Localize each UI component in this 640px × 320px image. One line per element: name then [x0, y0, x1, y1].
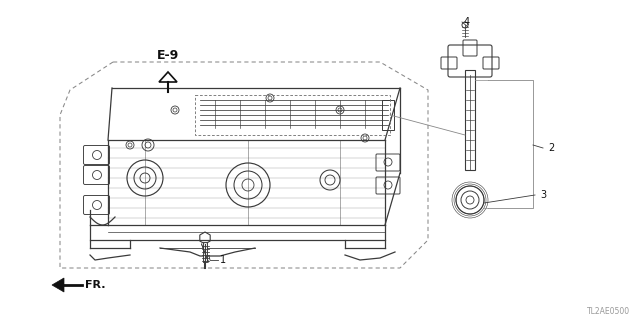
Text: TL2AE0500: TL2AE0500 — [587, 308, 630, 316]
Polygon shape — [52, 278, 64, 292]
Text: 2: 2 — [548, 143, 554, 153]
Text: 4: 4 — [464, 17, 470, 27]
Text: E-9: E-9 — [157, 49, 179, 61]
Text: 1: 1 — [220, 255, 226, 265]
Text: FR.: FR. — [85, 280, 106, 290]
Text: 3: 3 — [540, 190, 546, 200]
